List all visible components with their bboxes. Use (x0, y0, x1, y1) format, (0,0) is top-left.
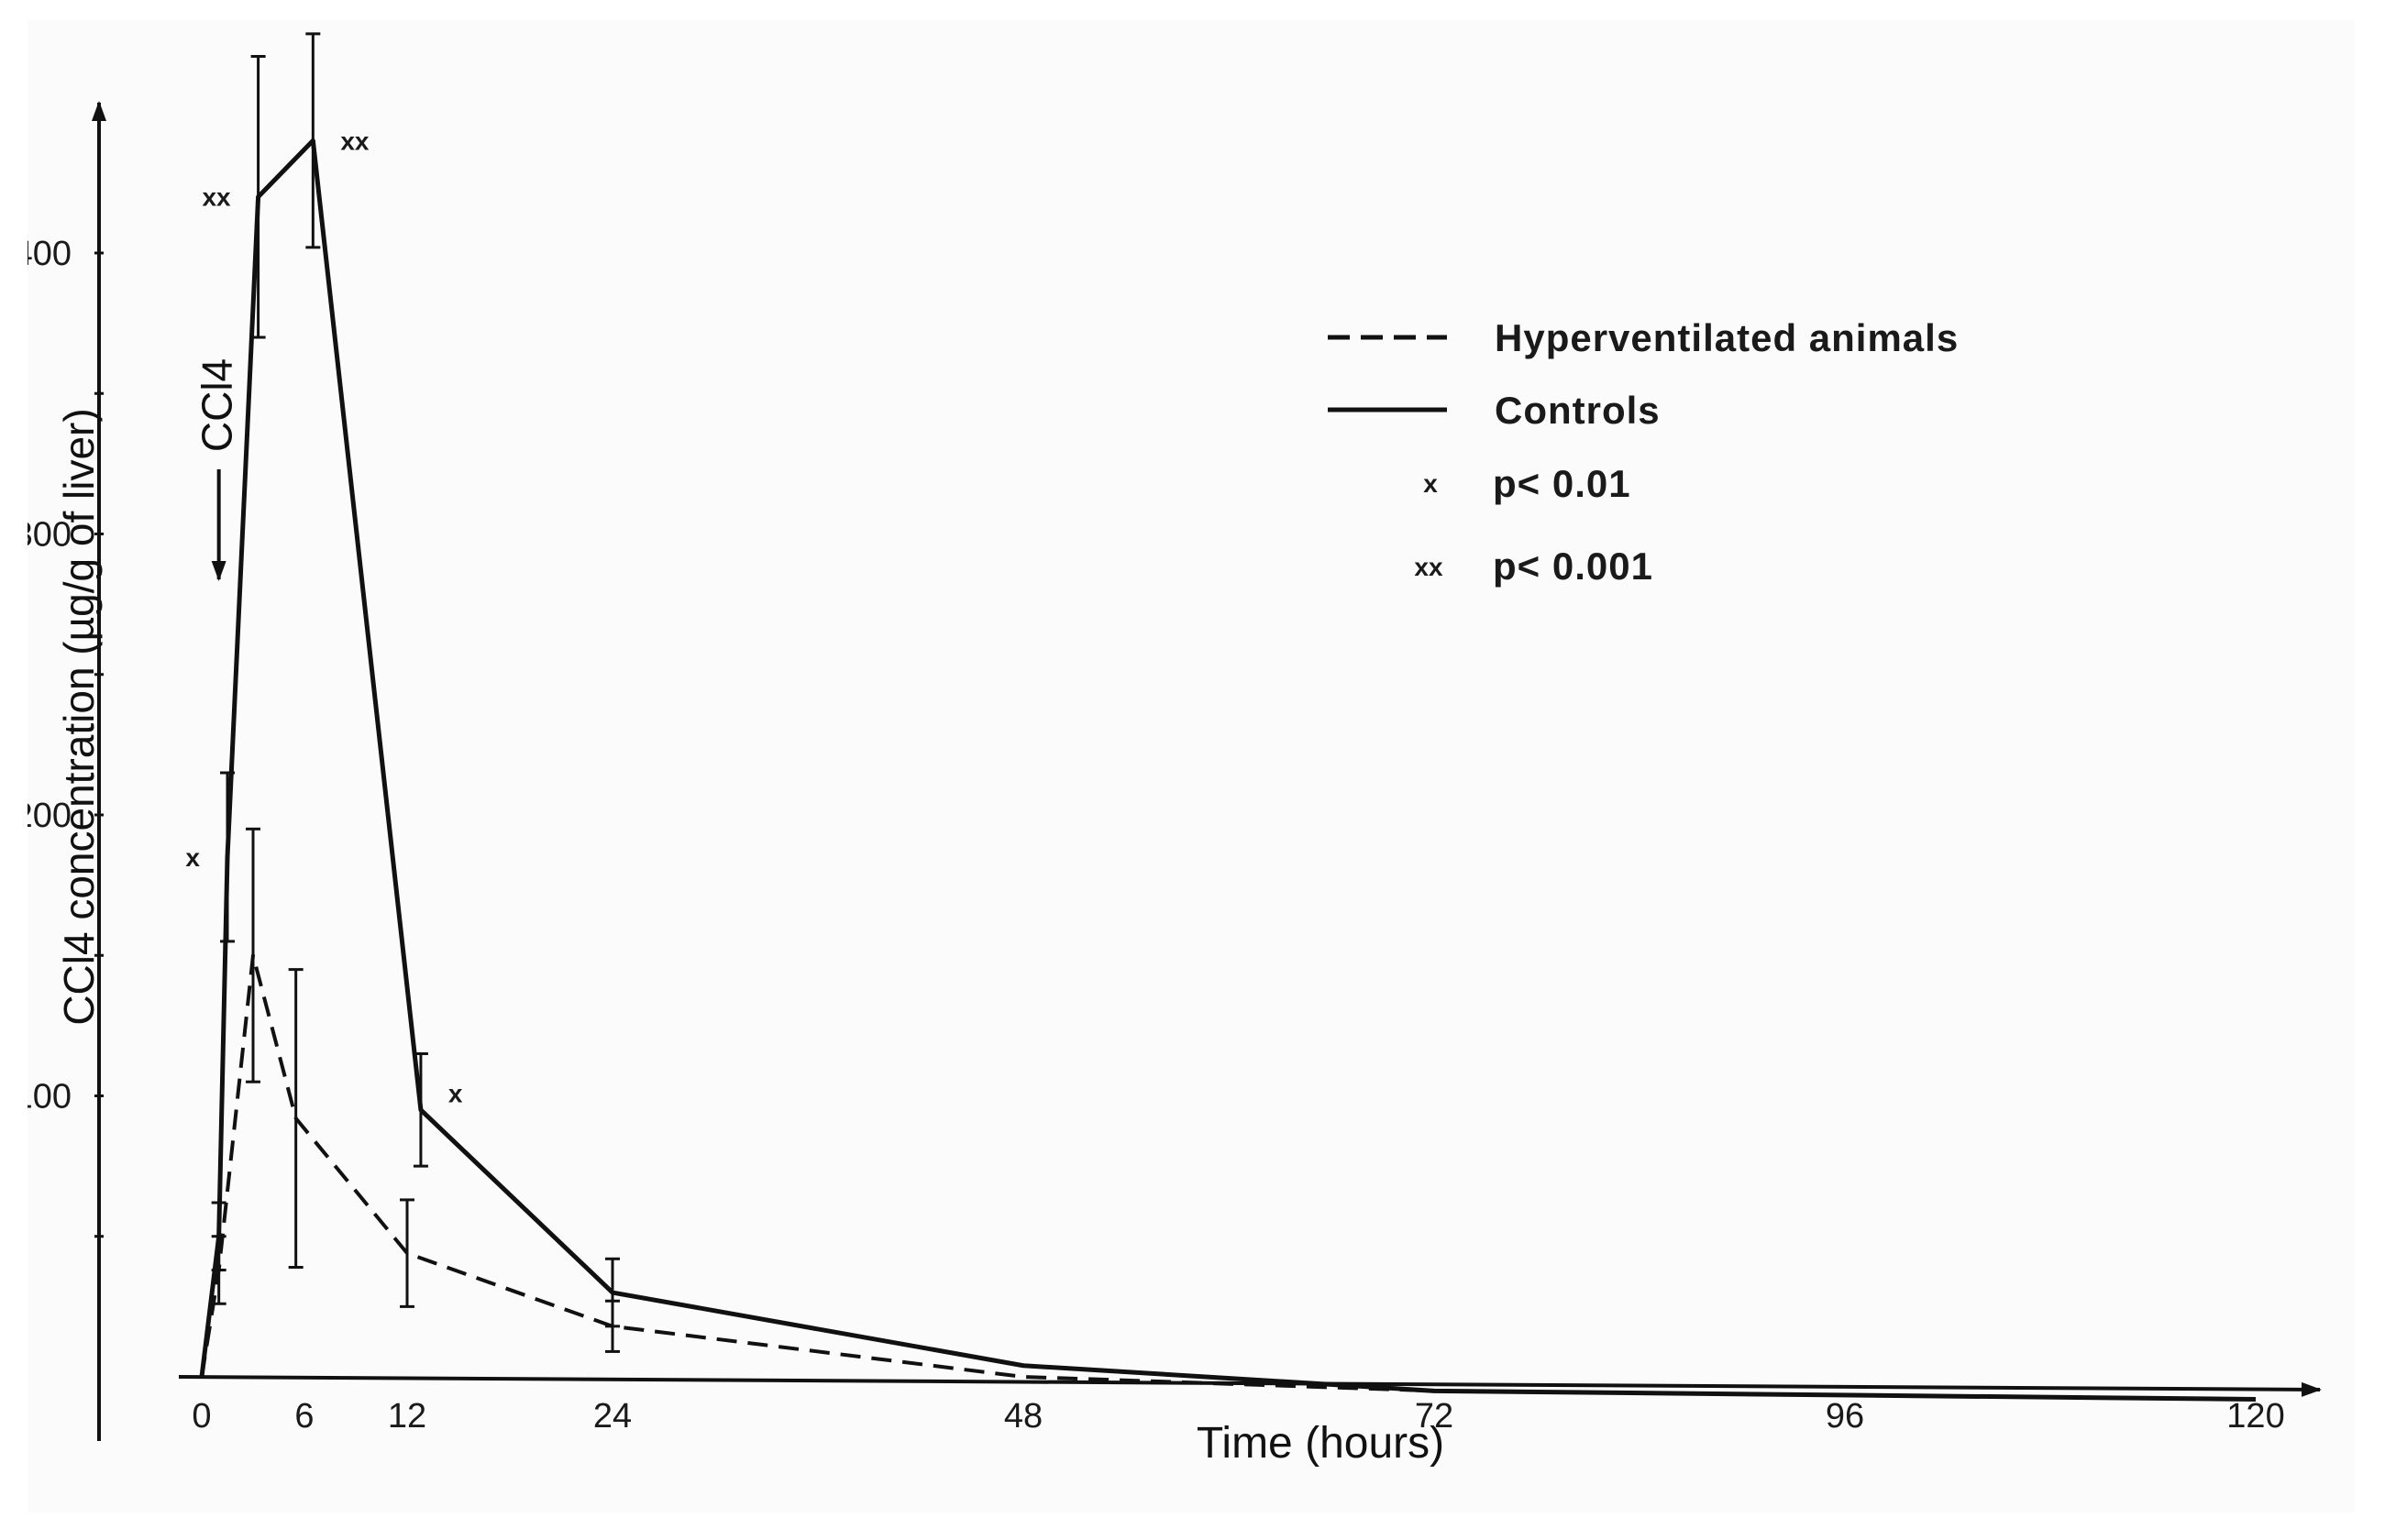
x-tick-label: 24 (593, 1397, 632, 1436)
significance-mark: xx (340, 126, 370, 155)
series-line-controls (199, 138, 2257, 1402)
legend-p01-label: p< 0.01 (1493, 462, 1631, 505)
series-line-hyperventilated (200, 953, 1435, 1393)
x-axis-label: Time (hours) (1197, 1419, 1444, 1468)
ticks: 100 200 300 400 0 6 12 24 48 72 96 120 (28, 235, 2285, 1436)
x-tick-label: 72 (1415, 1397, 1453, 1436)
y-tick-label: 100 (28, 1078, 72, 1116)
dose-annotation: CCl4 (193, 358, 241, 581)
errorbars (211, 32, 620, 1353)
x-tick-label: 96 (1826, 1397, 1864, 1436)
x-tick-label: 6 (294, 1397, 314, 1436)
y-tick-label: 300 (28, 516, 72, 555)
axes (92, 101, 2322, 1441)
legend-p001-symbol: xx (1414, 553, 1443, 581)
x-tick-label: 120 (2226, 1397, 2284, 1436)
legend-controls-label: Controls (1495, 389, 1661, 432)
significance-mark: x (448, 1079, 463, 1107)
x-tick-label: 48 (1004, 1397, 1043, 1436)
y-tick-label: 400 (28, 235, 72, 273)
legend-p01-symbol: x (1423, 469, 1438, 498)
significance-mark: x (185, 843, 200, 872)
dose-label: CCl4 (193, 358, 241, 452)
significance-mark: xx (202, 183, 231, 212)
legend-p001-label: p< 0.001 (1493, 544, 1653, 588)
legend: Hyperventilated animals Controls x p< 0.… (1328, 316, 1959, 588)
x-tick-label: 0 (192, 1397, 211, 1436)
x-tick-label: 12 (388, 1397, 426, 1436)
legend-hyperventilated-label: Hyperventilated animals (1495, 316, 1959, 359)
y-tick-label: 200 (28, 797, 72, 835)
y-axis-label: CCl4 concentration (µg/g of liver) (55, 408, 103, 1025)
series-layer (199, 138, 2257, 1402)
